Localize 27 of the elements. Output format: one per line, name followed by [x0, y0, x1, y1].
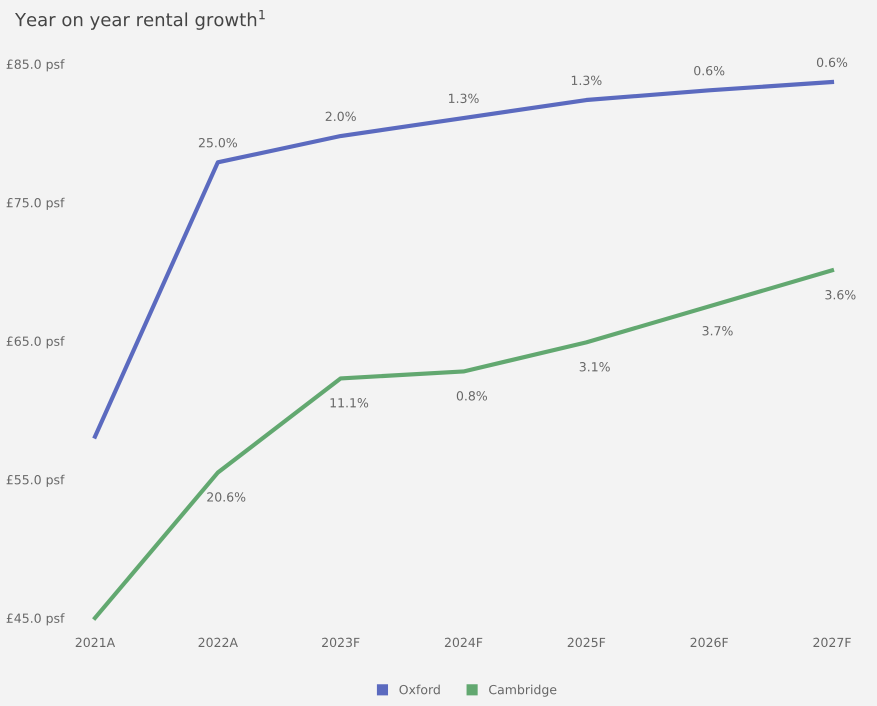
annotation: 20.6%	[207, 492, 246, 502]
y-tick-label: £75.0 psf	[6, 198, 65, 210]
x-tick-label: 2026F	[690, 638, 728, 648]
x-tick-label: 2025F	[568, 638, 606, 648]
annotation: 3.7%	[702, 326, 733, 336]
y-tick-label: £65.0 psf	[6, 336, 65, 348]
annotation: 1.3%	[572, 76, 602, 86]
annotation: 2.0%	[326, 112, 356, 122]
legend-label: Oxford	[399, 684, 440, 694]
x-tick-label: 2027F	[813, 638, 851, 648]
x-tick-label: 2022A	[198, 638, 238, 648]
annotation: 1.3%	[448, 94, 479, 104]
x-tick-label: 2024F	[444, 638, 482, 648]
y-tick-label: £45.0 psf	[6, 613, 65, 626]
legend-label: Cambridge	[489, 684, 556, 697]
annotation: 0.6%	[816, 58, 848, 68]
y-tick-label: £85.0 psf	[6, 59, 65, 72]
annotation: 11.1%	[330, 398, 368, 408]
y-tick-label: £55.0 psf	[6, 474, 65, 487]
chart-title: Year on year rental growth$^{1}$	[14, 10, 265, 30]
x-tick-label: 2021A	[76, 638, 116, 648]
annotation: 3.6%	[825, 290, 856, 300]
annotation: 25.0%	[198, 138, 237, 148]
annotation: 3.1%	[580, 362, 610, 372]
annotation: 0.8%	[456, 391, 488, 401]
annotation: 0.6%	[694, 66, 724, 76]
x-tick-label: 2023F	[322, 638, 360, 648]
